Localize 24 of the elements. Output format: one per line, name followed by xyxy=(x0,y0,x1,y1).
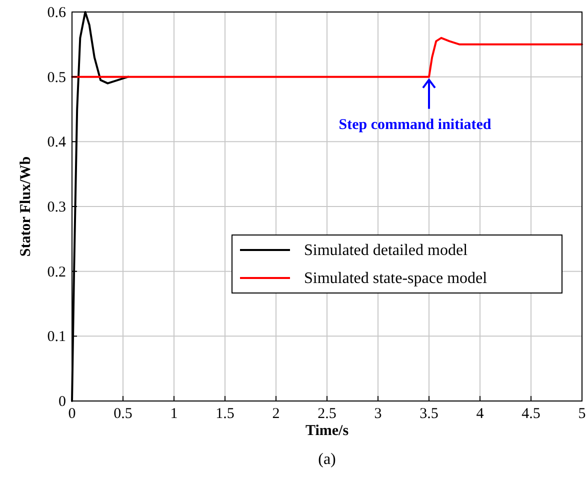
x-tick-label: 3.5 xyxy=(420,406,438,422)
y-tick-label: 0.5 xyxy=(47,70,66,86)
line-series xyxy=(71,36,583,78)
x-tick-label: 2 xyxy=(272,406,280,422)
text: (a) xyxy=(318,451,336,468)
x-tick-label: 1 xyxy=(170,406,178,422)
x-tick-label: 5 xyxy=(578,406,586,422)
x-tick-label: 2.5 xyxy=(318,406,336,422)
x-tick-label: 4.5 xyxy=(522,406,540,422)
legend-label: Simulated state-space model xyxy=(304,270,488,287)
annotation: Step command initiated xyxy=(338,116,492,133)
x-axis-title: Time/s xyxy=(305,423,349,439)
legend-label: Simulated detailed model xyxy=(304,242,468,259)
y-axis-title: Stator Flux/Wb xyxy=(18,156,34,257)
y-tick-label: 0 xyxy=(58,394,66,410)
x-tick-label: 0.5 xyxy=(114,406,132,422)
y-tick-label: 0.1 xyxy=(47,329,66,346)
y-tick-label: 0.2 xyxy=(47,264,66,280)
y-tick-label: 0.4 xyxy=(47,134,66,151)
y-tick-label: 0.6 xyxy=(47,5,66,21)
x-tick-label: 1.5 xyxy=(216,406,234,422)
x-tick-label: 3 xyxy=(374,406,382,422)
x-tick-label: 4 xyxy=(476,406,484,422)
y-tick-label: 0.3 xyxy=(47,200,66,216)
